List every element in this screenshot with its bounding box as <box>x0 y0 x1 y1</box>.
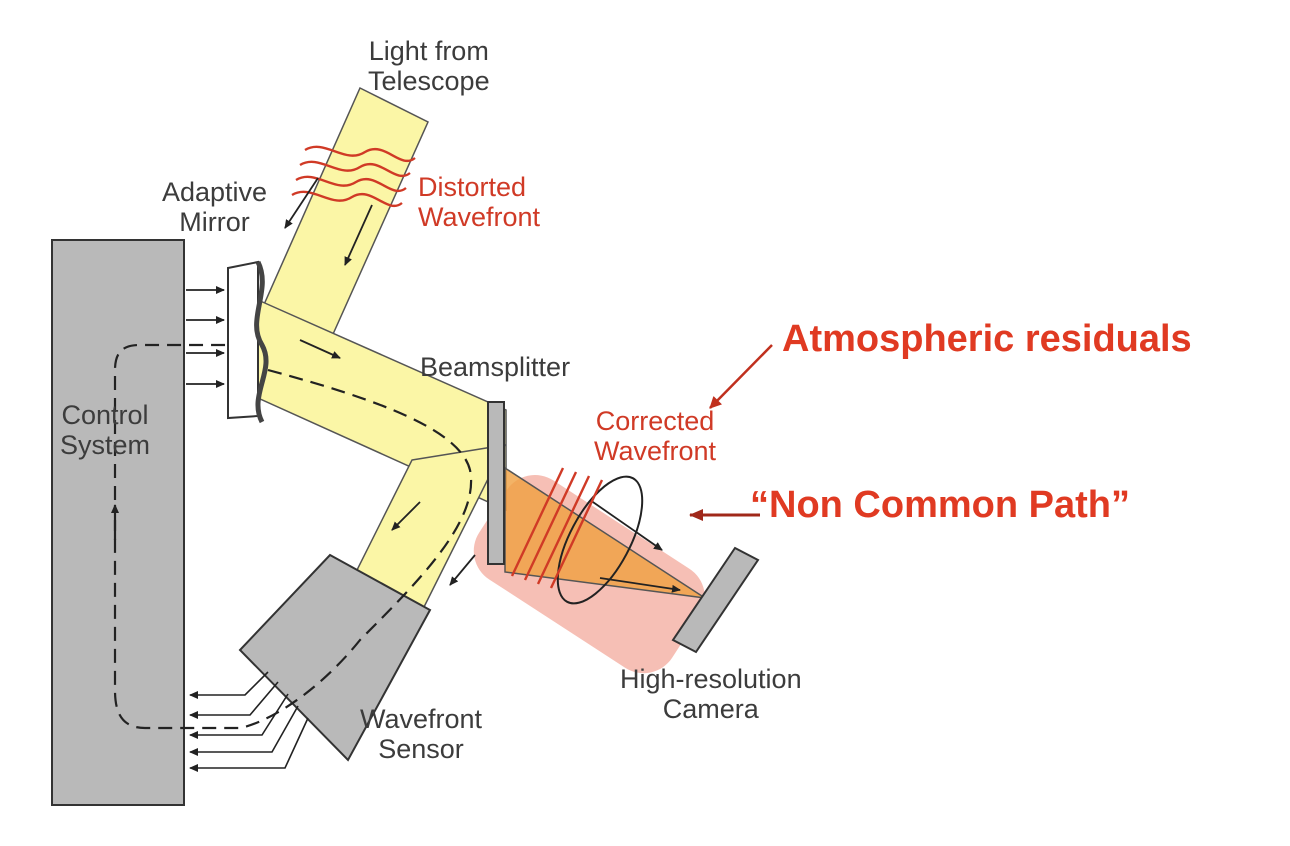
light-from-telescope-label: Light from Telescope <box>368 36 490 96</box>
beam-arrow <box>284 177 319 229</box>
wavefront-sensor-box <box>238 553 432 762</box>
beam-arrow <box>391 501 421 531</box>
wavefront-sensor-label: Wavefront Sensor <box>360 704 482 764</box>
feedback-loop <box>113 343 473 730</box>
label-line: Telescope <box>368 66 490 96</box>
label-line: Corrected <box>595 406 715 436</box>
label-line: High-resolution <box>620 664 802 694</box>
corrected-wavefront-lines <box>510 467 604 589</box>
non-common-path-annotation: “Non Common Path” <box>750 484 1130 526</box>
adaptive-mirror-label: Adaptive Mirror <box>162 177 267 237</box>
beam-arrow <box>449 554 476 586</box>
beamsplitter-label: Beamsplitter <box>420 352 571 382</box>
sensor-output-arrows <box>189 671 309 772</box>
control-system-label: Control System <box>60 400 150 460</box>
label-line: Wavefront <box>360 704 483 734</box>
label-line: Light from <box>368 36 489 66</box>
control-system-box <box>51 239 185 806</box>
cone-arrow <box>599 577 681 593</box>
beam-arrow <box>344 204 373 266</box>
high-resolution-camera <box>671 546 760 654</box>
adaptive-mirror-surface <box>254 260 269 424</box>
beamsplitter <box>487 401 505 565</box>
atmospheric-residuals-arrow <box>709 344 773 409</box>
beam-arrow <box>299 339 341 359</box>
distorted-wavefront-label: Distorted Wavefront <box>418 172 540 232</box>
distorted-wavefront-lines <box>291 145 416 207</box>
high-resolution-camera-label: High-resolution Camera <box>620 664 802 724</box>
label-line: Control <box>61 400 149 430</box>
atmospheric-residuals-annotation: Atmospheric residuals <box>782 318 1192 360</box>
mirror-control-arrows <box>186 286 225 388</box>
label-line: Wavefront <box>594 436 717 466</box>
label-line: Sensor <box>378 734 464 764</box>
corrected-wavefront-label: Corrected Wavefront <box>594 406 716 466</box>
label-line: Camera <box>662 694 759 724</box>
lens <box>556 475 644 605</box>
cone-arrow <box>589 499 663 551</box>
label-line: System <box>60 430 151 460</box>
label-line: Distorted <box>418 172 527 202</box>
label-line: Mirror <box>179 207 250 237</box>
label-line: Adaptive <box>162 177 268 207</box>
adaptive-mirror-body <box>227 260 259 420</box>
label-line: Wavefront <box>418 202 541 232</box>
